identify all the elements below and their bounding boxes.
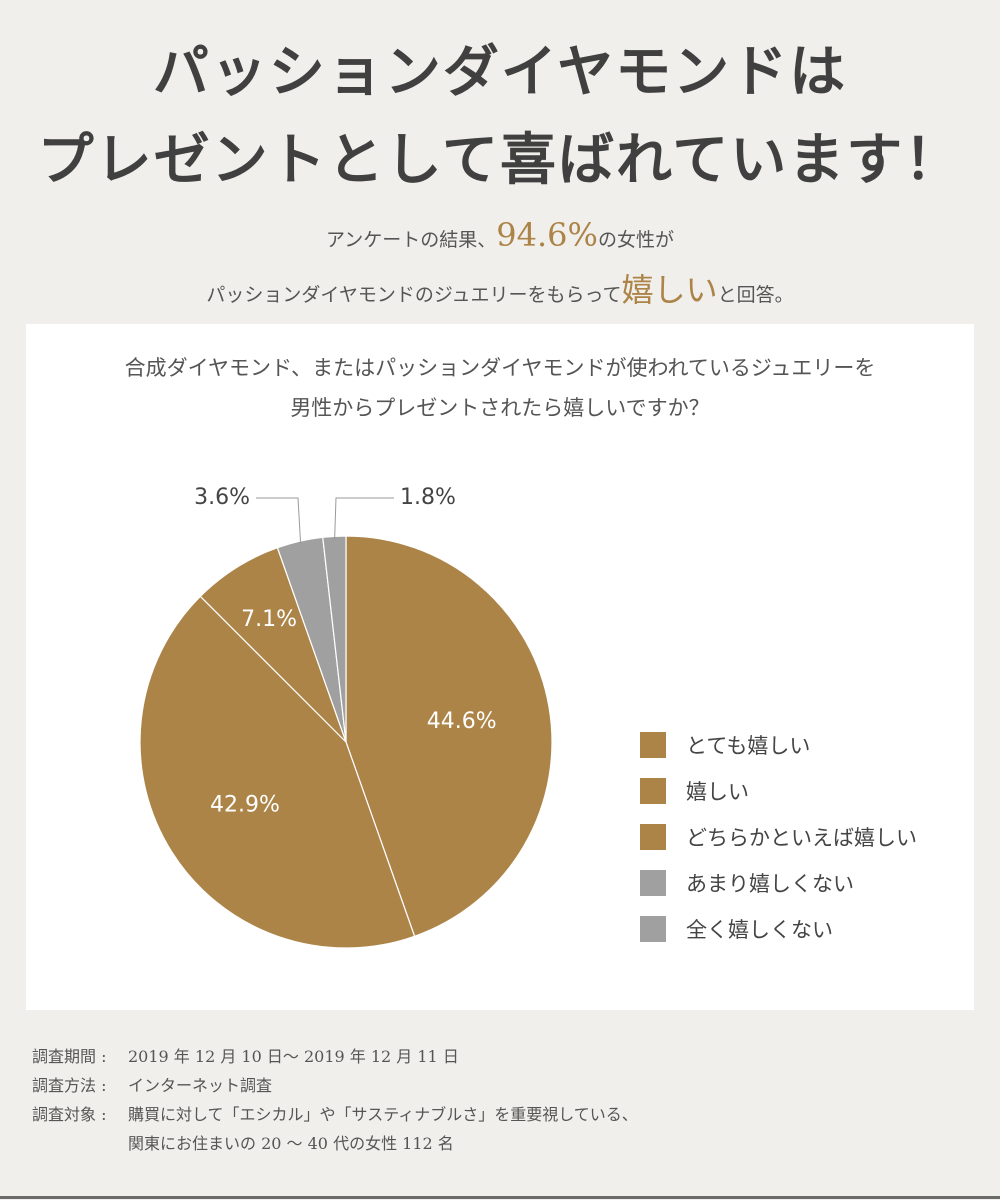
survey-target-label: 調査対象 : bbox=[32, 1105, 107, 1124]
lead-line-1-post: の女性が bbox=[597, 229, 674, 251]
pie-slice-happy bbox=[139, 595, 416, 949]
legend-item-happy: 嬉しい bbox=[640, 768, 970, 814]
bottom-rule bbox=[0, 1196, 1000, 1199]
survey-method-label: 調査方法 : bbox=[32, 1076, 107, 1095]
survey-target: 調査対象 : 購買に対して「エシカル」や「サスティナブルさ」を重要視している、 … bbox=[32, 1100, 972, 1158]
survey-period: 調査期間 : 2019 年 12 月 10 日～ 2019 年 12 月 11 … bbox=[32, 1042, 972, 1071]
survey-notes: 調査期間 : 2019 年 12 月 10 日～ 2019 年 12 月 11 … bbox=[32, 1042, 972, 1158]
lead-line-2-post: と回答。 bbox=[717, 284, 794, 306]
lead-line-2: パッションダイヤモンドのジュエリーをもらって嬉しいと回答。 bbox=[0, 265, 1000, 320]
survey-target-value: 購買に対して「エシカル」や「サスティナブルさ」を重要視している、 関東にお住まい… bbox=[128, 1100, 638, 1158]
legend-swatch bbox=[640, 916, 666, 942]
legend-label: 嬉しい bbox=[686, 780, 749, 804]
survey-period-value: 2019 年 12 月 10 日～ 2019 年 12 月 11 日 bbox=[128, 1047, 459, 1066]
legend-swatch bbox=[640, 824, 666, 850]
headline-line-1: パッションダイヤモンドは bbox=[152, 39, 848, 105]
legend-item-not-happy-at-all: 全く嬉しくない bbox=[640, 906, 970, 952]
slice-label-somewhat-happy: 7.1% bbox=[241, 607, 297, 632]
lead-percent-highlight: 94.6% bbox=[496, 216, 598, 254]
lead-line-1: アンケートの結果、94.6%の女性が bbox=[0, 210, 1000, 265]
legend-item-somewhat-happy: どちらかといえば嬉しい bbox=[640, 814, 970, 860]
pie-chart: 44.6% 42.9% 7.1% 3.6% 1.8% bbox=[139, 485, 553, 949]
survey-target-line-1: 購買に対して「エシカル」や「サスティナブルさ」を重要視している、 bbox=[128, 1105, 638, 1124]
legend-item-not-very-happy: あまり嬉しくない bbox=[640, 860, 970, 906]
lead-line-1-pre: アンケートの結果、 bbox=[326, 229, 497, 251]
chart-title: 合成ダイヤモンド、またはパッションダイヤモンドが使われているジュエリーを 男性か… bbox=[26, 348, 974, 428]
chart-panel: 合成ダイヤモンド、またはパッションダイヤモンドが使われているジュエリーを 男性か… bbox=[26, 324, 974, 1010]
chart-title-line-2: 男性からプレゼントされたら嬉しいですか？ bbox=[290, 396, 710, 420]
leader-line-not-happy-at-all bbox=[334, 497, 394, 541]
slice-label-very-happy: 44.6% bbox=[427, 709, 497, 734]
survey-method: 調査方法 : インターネット調査 bbox=[32, 1071, 972, 1100]
leader-line-not-very-happy bbox=[256, 497, 302, 546]
survey-period-label: 調査期間 : bbox=[32, 1047, 107, 1066]
legend-item-very-happy: とても嬉しい bbox=[640, 722, 970, 768]
slice-label-happy: 42.9% bbox=[210, 793, 280, 818]
lead-line-2-pre: パッションダイヤモンドのジュエリーをもらって bbox=[206, 284, 622, 306]
survey-method-value: インターネット調査 bbox=[128, 1076, 273, 1095]
headline: パッションダイヤモンドは プレゼントとして喜ばれています！ bbox=[0, 28, 1000, 204]
legend-swatch bbox=[640, 732, 666, 758]
lead-text: アンケートの結果、94.6%の女性が パッションダイヤモンドのジュエリーをもらっ… bbox=[0, 210, 1000, 320]
pie-slice-very-happy bbox=[345, 535, 553, 938]
legend-label: あまり嬉しくない bbox=[686, 872, 854, 896]
legend-swatch bbox=[640, 870, 666, 896]
legend-swatch bbox=[640, 778, 666, 804]
chart-legend: とても嬉しい 嬉しい どちらかといえば嬉しい あまり嬉しくない 全く嬉しくない bbox=[640, 722, 970, 952]
lead-happy-highlight: 嬉しい bbox=[621, 271, 718, 309]
slice-label-not-very-happy: 3.6% bbox=[194, 485, 250, 510]
chart-title-line-1: 合成ダイヤモンド、またはパッションダイヤモンドが使われているジュエリーを bbox=[124, 356, 876, 380]
slice-label-not-happy-at-all: 1.8% bbox=[400, 485, 456, 510]
legend-label: とても嬉しい bbox=[686, 734, 811, 758]
legend-label: どちらかといえば嬉しい bbox=[686, 826, 917, 850]
survey-target-line-2: 関東にお住まいの 20 ～ 40 代の女性 112 名 bbox=[128, 1134, 454, 1153]
legend-label: 全く嬉しくない bbox=[686, 918, 833, 942]
headline-line-2: プレゼントとして喜ばれています！ bbox=[37, 127, 963, 193]
